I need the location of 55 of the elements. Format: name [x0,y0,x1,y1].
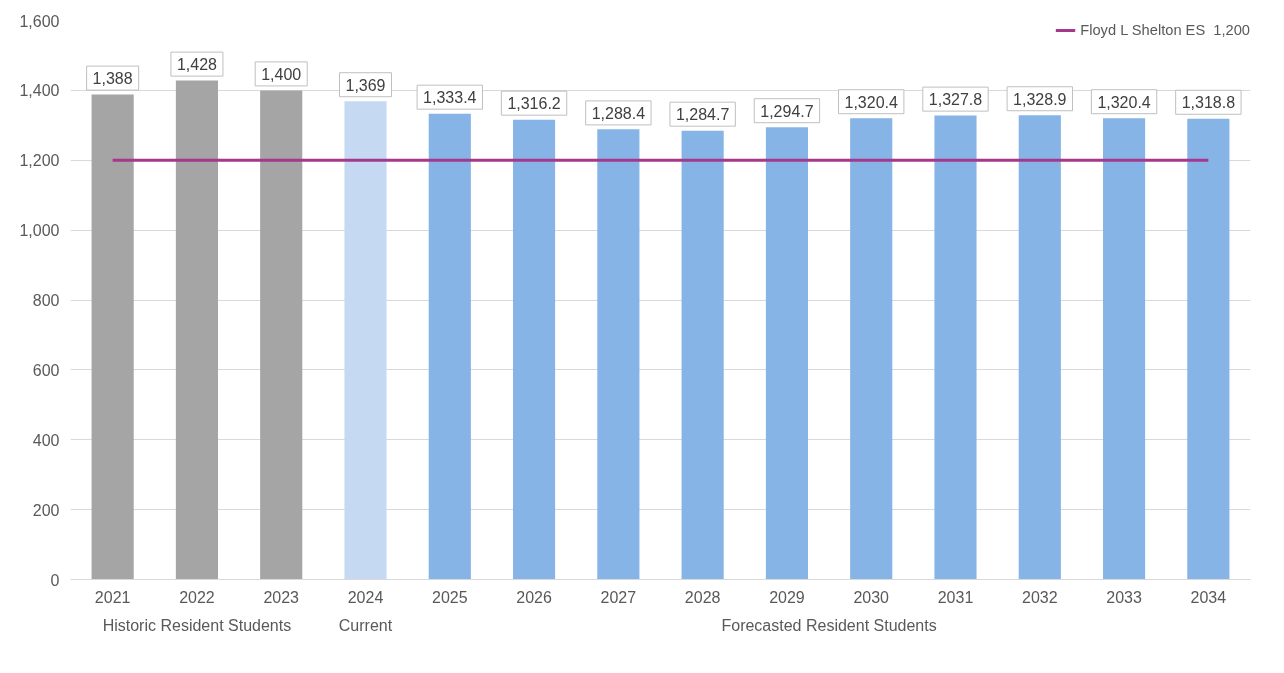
bar [1103,118,1146,580]
bar [513,119,556,580]
text: Current [338,616,393,634]
y-tick-label: 1,600 [19,12,60,30]
data-label: 1,284.7 [675,106,730,124]
y-tick-label: 600 [32,361,60,379]
x-tick-label: 2026 [516,588,552,606]
y-tick-label: 800 [32,292,60,309]
bar [681,130,724,580]
data-label: 1,294.7 [760,102,814,120]
text: Forecasted Resident Students [721,616,937,634]
y-tick-label: 1,000 [19,222,60,240]
y-tick-label: 1,400 [19,82,60,100]
bar [597,129,640,580]
x-tick-label: 2024 [347,588,384,606]
data-label: 1,400 [261,65,302,83]
bar [850,118,893,580]
x-tick-label: 2025 [431,588,468,606]
data-label: 1,318.8 [1181,94,1236,112]
y-tick-label: 0 [50,571,60,589]
data-label: 1,320.4 [844,93,899,111]
x-tick-label: 2034 [1190,588,1227,606]
bar [91,94,134,580]
data-label: 1,316.2 [507,95,561,113]
data-label: 1,369 [345,76,386,94]
x-tick-label: 2023 [263,588,300,606]
data-label: 1,328.9 [1013,90,1067,108]
x-tick-label: 2028 [684,588,721,606]
x-tick-label: 2022 [179,588,215,606]
data-label: 1,320.4 [1097,93,1151,111]
bar [765,127,808,580]
y-tick-label: 200 [32,501,60,519]
data-label: 1,333.4 [423,89,477,107]
x-tick-label: 2029 [769,588,805,606]
bar [260,90,303,580]
bar [428,113,471,580]
x-tick-label: 2032 [1021,588,1058,606]
bar [1187,118,1230,580]
y-tick-label: 400 [32,431,60,449]
bar [344,101,387,580]
text: Historic Resident Students [102,616,292,634]
x-tick-label: 2021 [94,588,131,606]
x-tick-label: 2031 [937,588,974,606]
x-tick-label: 2030 [853,588,890,606]
data-label: 1,327.8 [928,91,983,109]
data-label: 1,428 [176,56,218,74]
data-label: 1,288.4 [591,104,646,122]
x-tick-label: 2033 [1106,588,1142,606]
legend-label: Floyd L Shelton ES 1,200 [1080,22,1250,38]
bar [175,80,218,580]
y-tick-label: 1,200 [19,152,60,170]
bar [934,115,977,580]
bar [1018,115,1061,580]
data-label: 1,388 [92,70,133,88]
x-tick-label: 2027 [600,588,637,606]
